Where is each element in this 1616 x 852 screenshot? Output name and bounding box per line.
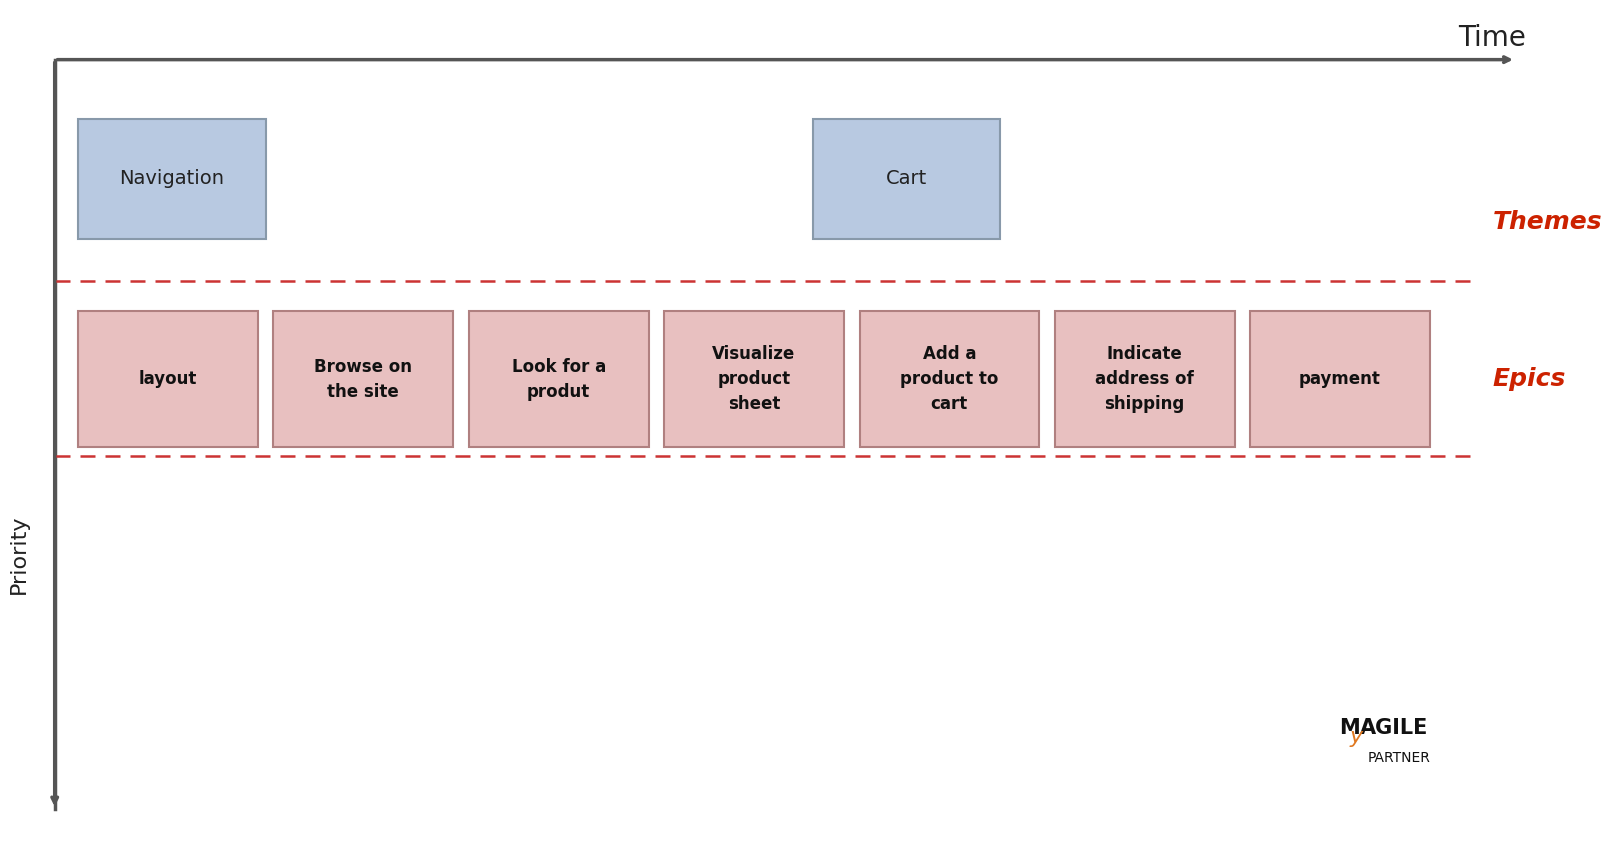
- FancyBboxPatch shape: [1251, 311, 1430, 447]
- Text: Add a
product to
cart: Add a product to cart: [900, 345, 999, 413]
- Text: y: y: [1349, 727, 1362, 747]
- FancyBboxPatch shape: [813, 119, 1000, 239]
- Text: AGILE: AGILE: [1359, 718, 1429, 739]
- FancyBboxPatch shape: [1055, 311, 1235, 447]
- Text: layout: layout: [139, 370, 197, 389]
- FancyBboxPatch shape: [273, 311, 452, 447]
- Text: Browse on
the site: Browse on the site: [315, 358, 412, 400]
- Text: PARTNER: PARTNER: [1367, 751, 1430, 765]
- FancyBboxPatch shape: [860, 311, 1039, 447]
- Text: Navigation: Navigation: [120, 170, 225, 188]
- Text: Look for a
produt: Look for a produt: [512, 358, 606, 400]
- Text: Themes: Themes: [1493, 210, 1601, 233]
- Text: Time: Time: [1459, 25, 1527, 52]
- Text: payment: payment: [1299, 370, 1382, 389]
- Text: Visualize
product
sheet: Visualize product sheet: [713, 345, 795, 413]
- Text: Cart: Cart: [886, 170, 928, 188]
- Text: Priority: Priority: [8, 514, 29, 594]
- FancyBboxPatch shape: [78, 311, 259, 447]
- FancyBboxPatch shape: [78, 119, 265, 239]
- FancyBboxPatch shape: [664, 311, 844, 447]
- Text: M: M: [1338, 718, 1359, 739]
- Text: Epics: Epics: [1493, 367, 1566, 391]
- Text: Indicate
address of
shipping: Indicate address of shipping: [1096, 345, 1194, 413]
- FancyBboxPatch shape: [469, 311, 648, 447]
